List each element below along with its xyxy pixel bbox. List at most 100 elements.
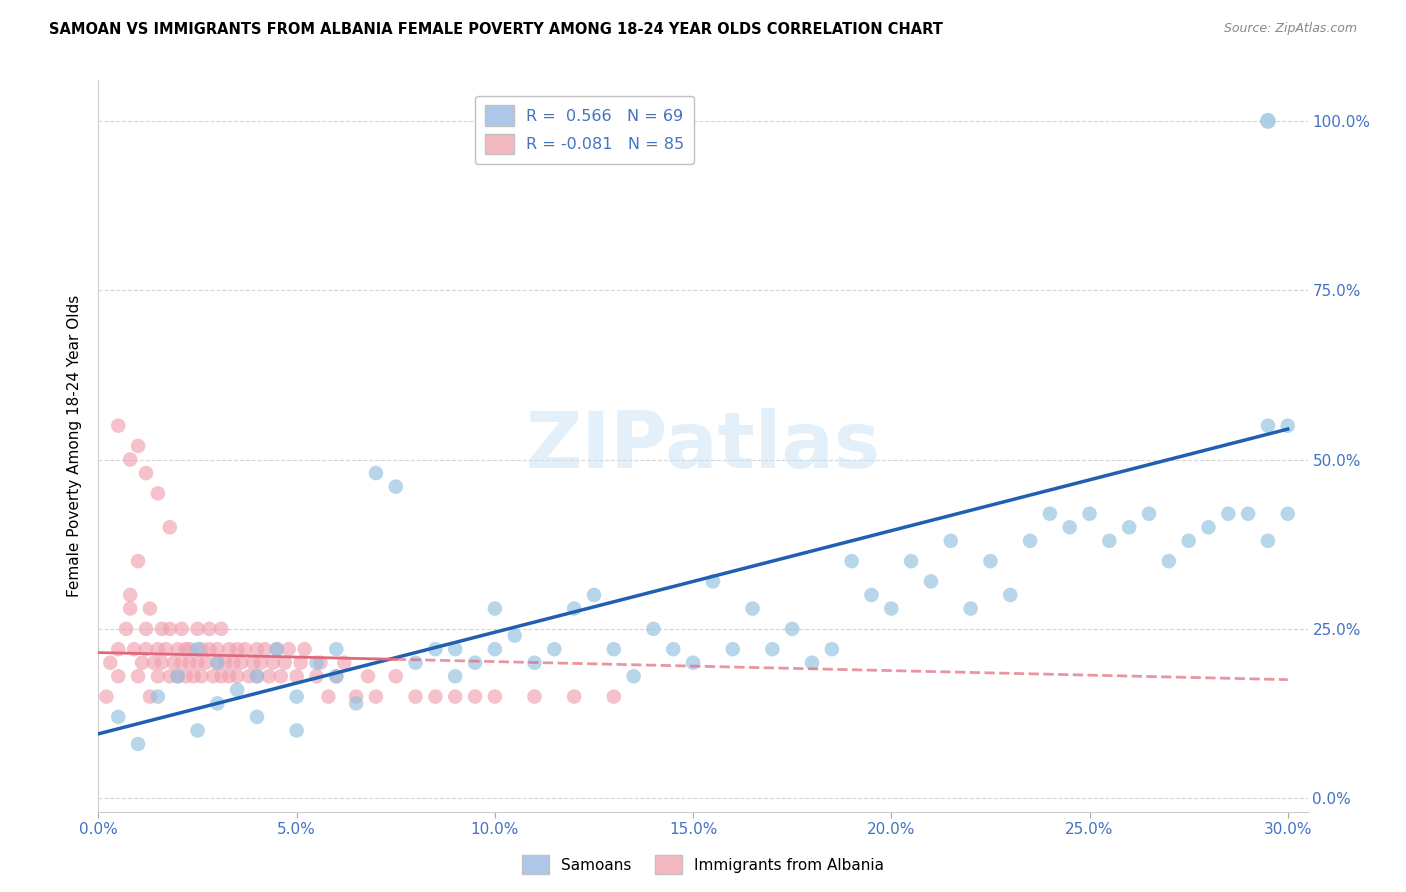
Point	[582, 588, 605, 602]
Point	[1198, 520, 1220, 534]
Point	[209, 669, 232, 683]
Point	[231, 656, 253, 670]
Point	[603, 642, 626, 657]
Point	[183, 669, 205, 683]
Point	[333, 656, 356, 670]
Point	[270, 669, 292, 683]
Point	[107, 710, 129, 724]
Point	[285, 723, 308, 738]
Point	[405, 656, 427, 670]
Point	[1059, 520, 1081, 534]
Point	[1277, 418, 1299, 433]
Point	[186, 622, 208, 636]
Point	[146, 669, 169, 683]
Point	[643, 622, 665, 636]
Point	[207, 642, 229, 657]
Point	[1257, 418, 1279, 433]
Point	[1157, 554, 1180, 568]
Point	[107, 642, 129, 657]
Point	[277, 642, 299, 657]
Text: Source: ZipAtlas.com: Source: ZipAtlas.com	[1223, 22, 1357, 36]
Point	[246, 710, 269, 724]
Point	[207, 656, 229, 670]
Point	[98, 656, 121, 670]
Point	[207, 656, 229, 670]
Point	[107, 669, 129, 683]
Point	[262, 656, 284, 670]
Point	[285, 690, 308, 704]
Point	[242, 656, 264, 670]
Point	[174, 642, 197, 657]
Point	[425, 690, 447, 704]
Point	[198, 622, 221, 636]
Point	[662, 642, 685, 657]
Point	[107, 418, 129, 433]
Point	[127, 554, 149, 568]
Point	[305, 669, 328, 683]
Point	[1000, 588, 1022, 602]
Y-axis label: Female Poverty Among 18-24 Year Olds: Female Poverty Among 18-24 Year Olds	[67, 295, 83, 597]
Point	[159, 669, 181, 683]
Point	[294, 642, 316, 657]
Point	[860, 588, 883, 602]
Point	[250, 656, 273, 670]
Point	[325, 669, 347, 683]
Point	[135, 622, 157, 636]
Point	[318, 690, 340, 704]
Point	[122, 642, 145, 657]
Point	[543, 642, 565, 657]
Text: SAMOAN VS IMMIGRANTS FROM ALBANIA FEMALE POVERTY AMONG 18-24 YEAR OLDS CORRELATI: SAMOAN VS IMMIGRANTS FROM ALBANIA FEMALE…	[49, 22, 943, 37]
Point	[202, 669, 225, 683]
Point	[246, 642, 269, 657]
Point	[523, 656, 546, 670]
Point	[959, 601, 981, 615]
Point	[309, 656, 332, 670]
Legend: Samoans, Immigrants from Albania: Samoans, Immigrants from Albania	[516, 849, 890, 880]
Point	[135, 466, 157, 480]
Point	[186, 656, 208, 670]
Point	[979, 554, 1001, 568]
Point	[562, 690, 585, 704]
Point	[900, 554, 922, 568]
Point	[198, 642, 221, 657]
Point	[127, 737, 149, 751]
Point	[266, 642, 288, 657]
Point	[226, 642, 249, 657]
Point	[1257, 533, 1279, 548]
Legend: R =  0.566   N = 69, R = -0.081   N = 85: R = 0.566 N = 69, R = -0.081 N = 85	[475, 95, 695, 164]
Point	[1177, 533, 1199, 548]
Point	[1098, 533, 1121, 548]
Point	[146, 486, 169, 500]
Point	[939, 533, 962, 548]
Point	[405, 690, 427, 704]
Point	[1257, 114, 1279, 128]
Point	[274, 656, 297, 670]
Point	[880, 601, 903, 615]
Point	[120, 452, 142, 467]
Point	[623, 669, 645, 683]
Text: ZIPatlas: ZIPatlas	[526, 408, 880, 484]
Point	[209, 622, 232, 636]
Point	[444, 690, 467, 704]
Point	[384, 669, 406, 683]
Point	[464, 690, 486, 704]
Point	[484, 642, 506, 657]
Point	[127, 439, 149, 453]
Point	[190, 642, 212, 657]
Point	[226, 682, 249, 697]
Point	[186, 642, 208, 657]
Point	[305, 656, 328, 670]
Point	[325, 642, 347, 657]
Point	[841, 554, 863, 568]
Point	[285, 669, 308, 683]
Point	[194, 656, 217, 670]
Point	[761, 642, 783, 657]
Point	[246, 669, 269, 683]
Point	[325, 669, 347, 683]
Point	[523, 690, 546, 704]
Point	[218, 669, 240, 683]
Point	[603, 690, 626, 704]
Point	[801, 656, 824, 670]
Point	[142, 656, 165, 670]
Point	[179, 642, 201, 657]
